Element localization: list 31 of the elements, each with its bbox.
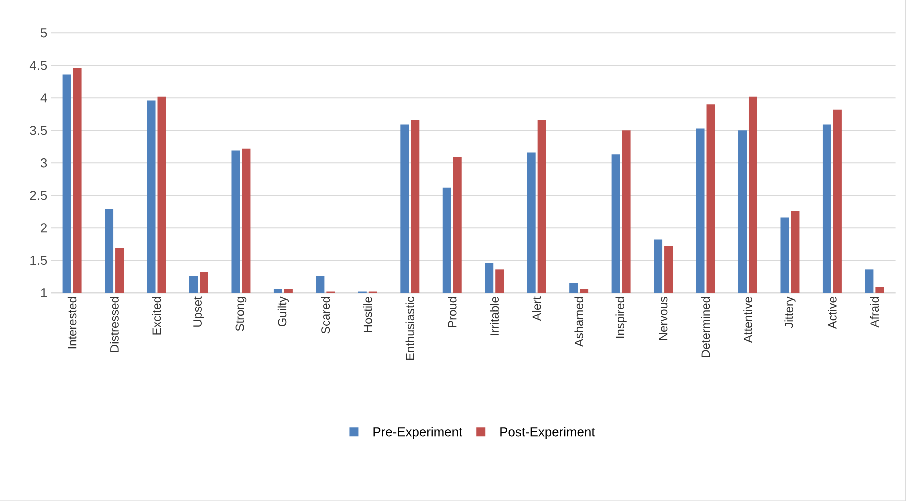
x-tick-label: Ashamed [574,297,584,347]
x-tick-label: Proud [448,297,457,328]
x-tick-label: Guilty [278,296,290,326]
x-tick-label: Distressed [110,297,119,352]
x-tick-label: Attentive [744,297,752,343]
x-tick-label: Jittery [784,296,796,328]
x-tick-label: Interested [68,297,77,349]
x-tick-label: Afraid [870,297,880,328]
y-tick-label: 1 [41,288,48,298]
x-tick-label: Enthusiastic [406,296,415,360]
x-tick-label: Active [828,297,837,330]
x-tick-label: Alert [532,296,542,322]
y-tick-label: 4 [40,94,48,103]
x-tick-label: Irritable [490,297,499,336]
x-tick-label: Excited [152,297,162,335]
y-tick-label: 3 [40,158,48,168]
y-tick-label: 3.5 [30,126,48,136]
x-tick-label: Hostile [364,297,372,332]
legend-label: Pre-Experiment [374,427,463,440]
y-tick-label: 2.5 [30,190,48,200]
x-tick-label: Inspired [616,297,627,338]
y-tick-label: 2 [41,223,48,233]
legend-label: Post-Experiment [500,427,596,440]
y-tick-label: 1.5 [30,256,48,266]
x-tick-label: Scared [321,297,330,334]
x-tick-label: Upset [194,296,204,327]
x-tick-label: Nervous [659,296,668,340]
x-tick-label: Strong [236,297,247,332]
y-tick-label: 5 [40,28,48,38]
y-tick-label: 4.5 [30,61,48,70]
x-tick-label: Determined [701,297,710,358]
